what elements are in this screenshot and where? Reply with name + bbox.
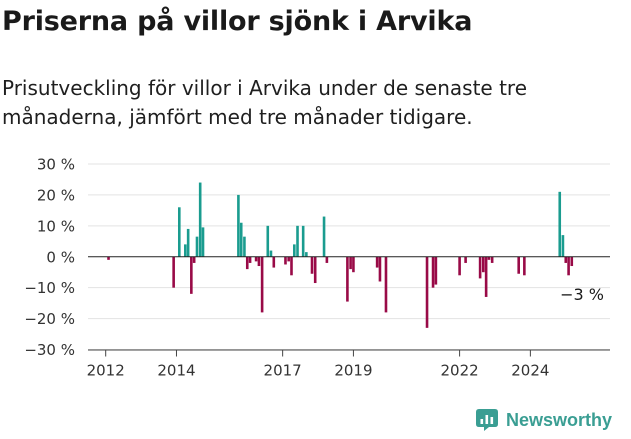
bar	[290, 256, 293, 276]
bar	[431, 256, 435, 288]
bar	[305, 252, 308, 257]
bar	[301, 225, 305, 257]
bar	[284, 256, 287, 265]
x-tick-label: 2014	[157, 362, 195, 380]
y-tick-label: −20 %	[24, 310, 75, 328]
bar	[484, 256, 488, 297]
y-tick-label: −30 %	[24, 341, 75, 359]
bar	[558, 191, 562, 257]
bar	[266, 225, 270, 257]
bar	[458, 256, 461, 276]
bar	[293, 244, 296, 257]
bar	[237, 194, 240, 257]
x-axis: 2012 2014 2017 2019 2022 2024	[87, 349, 610, 380]
bar	[287, 256, 290, 262]
x-tick-label: 2022	[440, 362, 478, 380]
x-tick-label: 2019	[334, 362, 372, 380]
bar	[490, 256, 494, 263]
bar	[257, 256, 261, 267]
x-tick-label: 2017	[264, 362, 302, 380]
bar	[239, 222, 243, 257]
bar	[346, 256, 349, 302]
bar	[192, 256, 196, 263]
bar	[254, 256, 258, 262]
bar	[567, 256, 570, 276]
annotation-layer: −3 %	[560, 285, 604, 304]
bar	[186, 228, 190, 257]
bar	[313, 256, 317, 284]
y-tick-label: −10 %	[24, 279, 75, 297]
bar	[245, 256, 249, 270]
bar	[517, 256, 520, 274]
bar	[201, 227, 205, 257]
bar	[482, 256, 485, 273]
bar	[272, 256, 276, 268]
y-tick-label: 0 %	[46, 248, 75, 266]
chart-title: Priserna på villor sjönk i Arvika	[2, 6, 473, 37]
bar	[478, 256, 482, 279]
y-tick-label: 30 %	[37, 156, 75, 174]
latest-value-label: −3 %	[560, 285, 604, 304]
bar	[564, 256, 568, 263]
bar	[487, 256, 491, 260]
bar	[184, 244, 187, 257]
bar	[434, 256, 438, 285]
bars	[107, 182, 574, 328]
bar	[190, 256, 193, 294]
bar	[325, 256, 329, 263]
bar	[243, 236, 246, 257]
bar	[269, 250, 273, 257]
bar	[195, 236, 199, 257]
bar	[322, 216, 326, 257]
bar	[296, 225, 299, 257]
bar	[178, 207, 181, 257]
bar	[310, 256, 314, 274]
y-tick-label: 10 %	[37, 217, 75, 235]
bar	[384, 256, 388, 313]
y-tick-label: 20 %	[37, 186, 75, 204]
bar	[378, 256, 382, 282]
bar	[523, 256, 526, 276]
y-axis-labels: −30 % −20 % −10 % 0 % 10 % 20 % 30 %	[24, 156, 75, 360]
bar	[425, 256, 429, 328]
bar	[570, 256, 574, 267]
bar	[352, 256, 355, 273]
bar	[375, 256, 379, 268]
bar	[464, 256, 467, 263]
bar	[561, 235, 565, 257]
bar	[260, 256, 264, 313]
chart-subtitle: Prisutveckling för villor i Arvika under…	[2, 76, 528, 129]
x-tick-label: 2012	[87, 362, 125, 380]
brand[interactable]: Newsworthy	[475, 408, 612, 432]
bar	[107, 256, 110, 260]
bar	[172, 256, 175, 288]
bar	[349, 256, 352, 270]
bar	[198, 182, 202, 257]
newsworthy-logo-icon	[476, 409, 498, 431]
bar	[248, 256, 252, 263]
x-tick-label: 2024	[511, 362, 549, 380]
brand-name: Newsworthy	[506, 409, 613, 430]
